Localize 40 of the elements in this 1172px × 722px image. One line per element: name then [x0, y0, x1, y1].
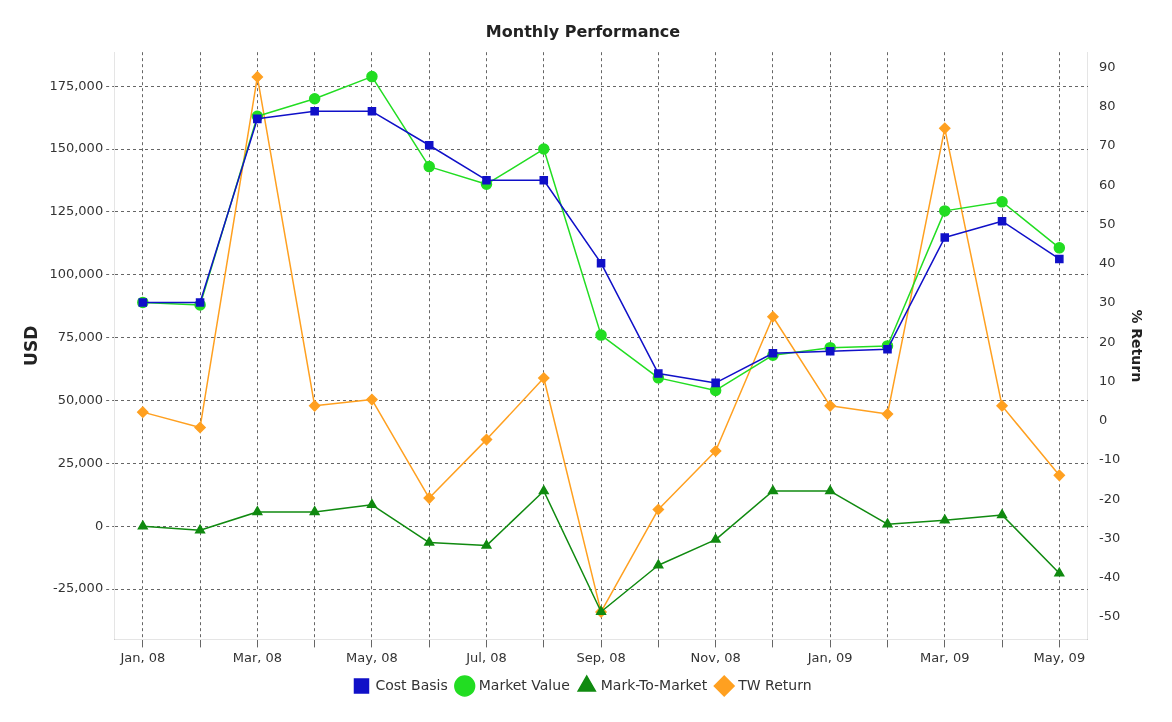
x-tick-label: Jul, 08: [465, 649, 507, 665]
x-tick-label: Sep, 08: [576, 649, 626, 665]
legend-label: TW Return: [737, 676, 812, 693]
y2-tick-label: -10: [1098, 451, 1121, 467]
y2-tick-label: 80: [1098, 98, 1116, 114]
y-tick-label: 0: [94, 517, 104, 533]
y-axis-title: USD: [20, 325, 41, 366]
y2-tick-label: 40: [1098, 255, 1116, 271]
legend-label: Market Value: [478, 676, 570, 693]
y2-axis-title: % Return: [1128, 309, 1145, 383]
y2-tick-label: 70: [1098, 137, 1116, 153]
y2-tick-label: -40: [1098, 569, 1121, 585]
y2-tick-label: 90: [1098, 58, 1116, 74]
x-tick-label: Nov, 08: [690, 649, 741, 665]
x-tick-label: May, 09: [1033, 649, 1086, 665]
x-tick-label: May, 08: [346, 649, 398, 665]
y2-tick-label: 20: [1098, 333, 1116, 349]
x-tick-label: Jan, 09: [806, 649, 853, 665]
legend-label: Mark-To-Market: [600, 676, 708, 693]
y2-tick-label: 0: [1098, 412, 1108, 428]
y-tick-label: 25,000: [57, 454, 104, 470]
y-tick-label: -25,000: [52, 580, 104, 596]
y2-tick-label: -30: [1098, 529, 1121, 545]
y2-tick-label: -20: [1098, 490, 1121, 506]
y-tick-label: 50,000: [57, 391, 104, 407]
y-tick-label: 75,000: [57, 329, 104, 344]
y2-tick-label: 30: [1098, 294, 1116, 310]
y2-tick-label: 50: [1098, 215, 1116, 231]
y2-tick-label: 60: [1098, 176, 1116, 192]
legend-label: Cost Basis: [375, 676, 448, 693]
y2-tick-label: 10: [1098, 372, 1116, 388]
x-tick-label: Mar, 08: [232, 649, 283, 665]
x-tick-label: Jan, 08: [119, 649, 166, 665]
chart-title: Monthly Performance: [485, 21, 681, 41]
y-tick-label: 100,000: [49, 266, 104, 282]
y2-tick-label: -50: [1098, 608, 1121, 624]
y-tick-label: 125,000: [49, 203, 104, 219]
y-tick-label: 150,000: [49, 140, 104, 156]
y-tick-label: 175,000: [49, 77, 104, 93]
x-tick-label: Mar, 09: [920, 649, 970, 665]
